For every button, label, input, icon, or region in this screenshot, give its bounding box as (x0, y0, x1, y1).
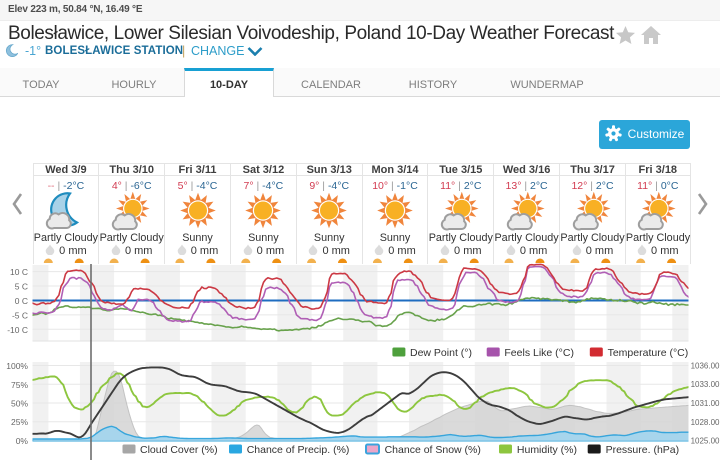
svg-text:25%: 25% (11, 417, 28, 427)
svg-text:1028.00: 1028.00 (691, 418, 720, 427)
svg-text:0%: 0% (16, 436, 29, 446)
svg-text:1031.00: 1031.00 (691, 399, 720, 408)
svg-text:75%: 75% (11, 380, 28, 390)
svg-text:Dew Point (°): Dew Point (°) (410, 347, 472, 359)
svg-text:-10 C: -10 C (7, 325, 28, 335)
svg-text:100%: 100% (6, 361, 28, 371)
svg-text:Humidity (%): Humidity (%) (517, 444, 577, 456)
svg-text:Cloud Cover (%): Cloud Cover (%) (140, 444, 218, 456)
svg-text:1036.00: 1036.00 (691, 362, 720, 371)
svg-text:Feels Like (°C): Feels Like (°C) (504, 347, 574, 359)
svg-text:5 C: 5 C (15, 282, 28, 292)
svg-text:10 C: 10 C (10, 267, 28, 277)
svg-text:Pressure. (hPa): Pressure. (hPa) (606, 444, 680, 456)
svg-text:0 C: 0 C (15, 296, 28, 306)
svg-text:Temperature (°C): Temperature (°C) (608, 347, 689, 359)
svg-text:-5 C: -5 C (12, 310, 28, 320)
svg-text:Chance of Precip. (%): Chance of Precip. (%) (247, 444, 350, 456)
svg-text:1033.00: 1033.00 (691, 380, 720, 389)
svg-text:Chance of Snow (%): Chance of Snow (%) (385, 444, 481, 456)
svg-text:1025.00: 1025.00 (691, 437, 720, 446)
svg-text:50%: 50% (11, 399, 28, 409)
